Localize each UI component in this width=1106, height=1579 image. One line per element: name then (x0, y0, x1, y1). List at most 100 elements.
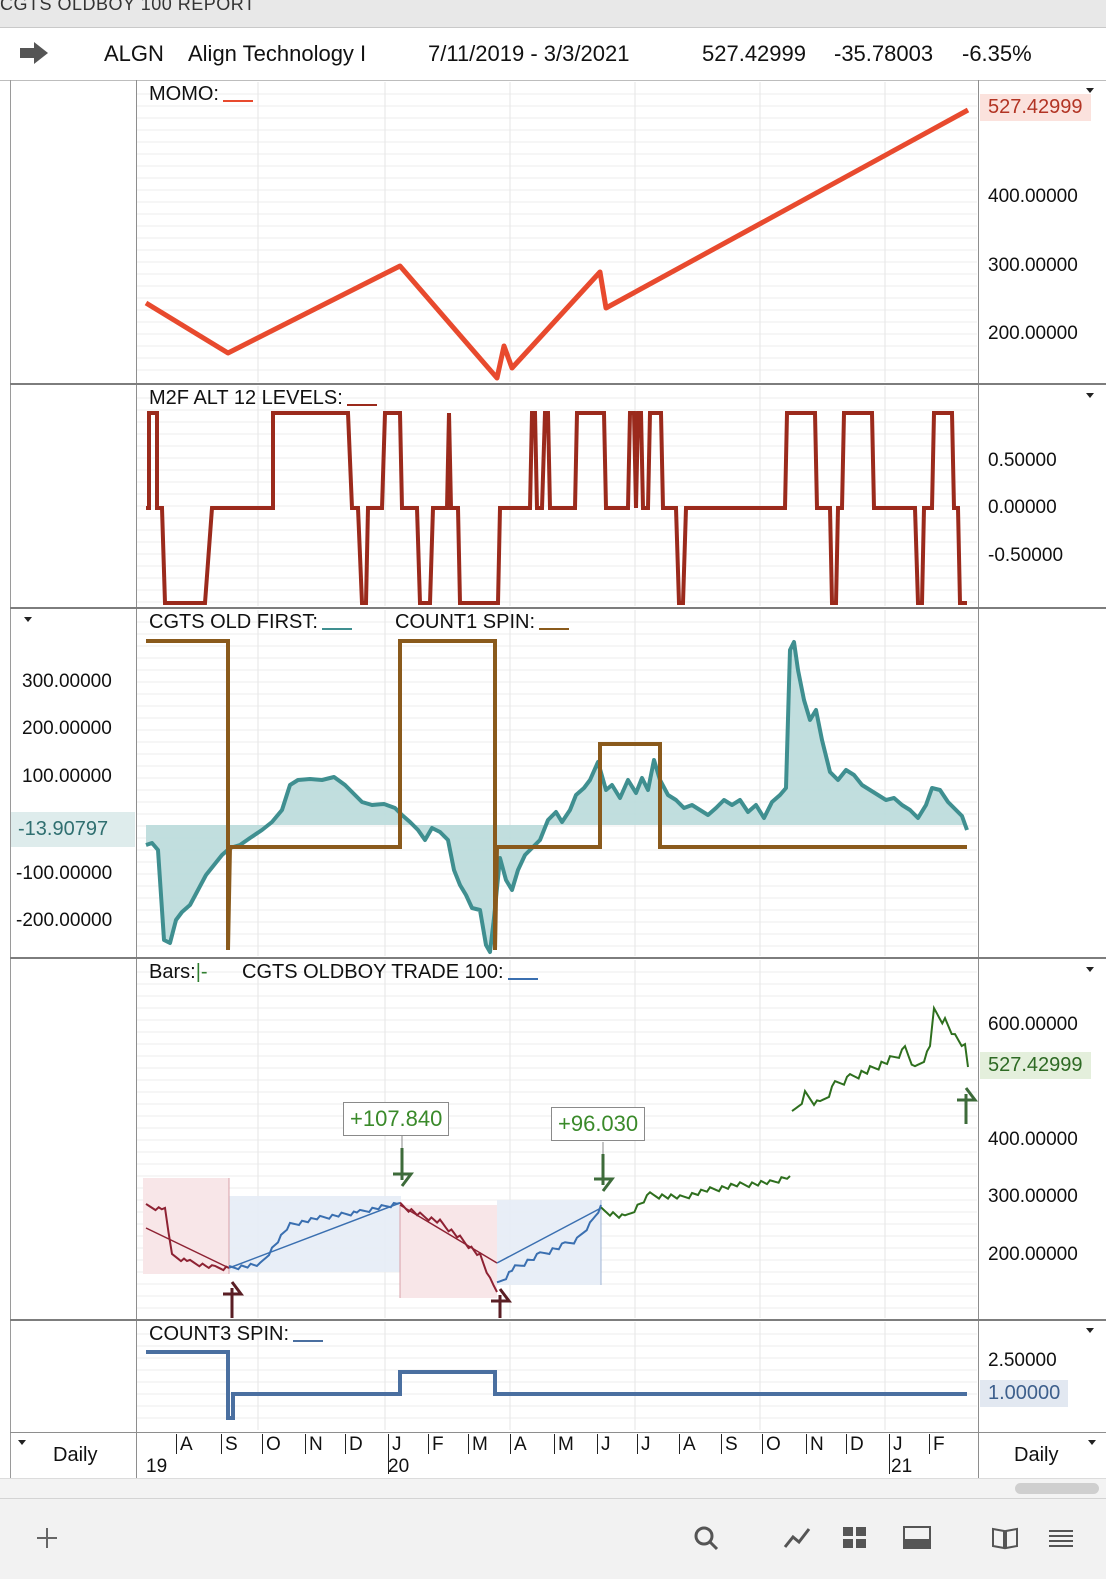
month-label: J (893, 1434, 903, 1455)
scrollbar-thumb[interactable] (1015, 1483, 1099, 1494)
month-tick (305, 1434, 306, 1454)
year-label: 21 (891, 1456, 913, 1477)
count3-axis-tick: 2.50000 (988, 1350, 1057, 1371)
month-tick (762, 1434, 763, 1454)
horizontal-scrollbar[interactable] (0, 1478, 1106, 1499)
count1-spin-label: COUNT1 SPIN: (395, 611, 570, 634)
m2f-legend-swatch (346, 404, 377, 406)
grid-icon[interactable] (840, 1525, 870, 1551)
arrow-right-icon[interactable] (18, 40, 52, 66)
price-current-value: 527.42999 (980, 1052, 1091, 1079)
chart-frame (10, 80, 1106, 1478)
month-label: F (432, 1434, 444, 1455)
price-bars-up (496, 1204, 602, 1284)
trade-trend-line (228, 1202, 401, 1269)
book-icon[interactable] (990, 1525, 1020, 1551)
month-label: A (180, 1434, 193, 1455)
trade-long-box (497, 1200, 601, 1285)
month-label: A (683, 1434, 696, 1455)
cgts-first-label: CGTS OLD FIRST: (149, 611, 352, 634)
count3-pane-menu-icon[interactable] (1086, 1328, 1094, 1333)
month-label: J (392, 1434, 402, 1455)
window-title: CGTS OLDBOY 100 REPORT (0, 0, 256, 14)
line-chart-icon[interactable] (782, 1525, 812, 1551)
month-tick (221, 1434, 222, 1454)
cgts-first-area (146, 642, 967, 952)
price-bars-green (600, 1175, 791, 1220)
period-selector-left[interactable]: Daily (53, 1444, 98, 1466)
momo-line (144, 107, 970, 381)
m2f-pane-menu-icon[interactable] (1086, 393, 1094, 398)
bars-label: Bars:|- (149, 961, 208, 983)
month-label: N (810, 1434, 824, 1455)
price-change-percent: -6.35% (962, 41, 1032, 66)
cgts-current-value: -13.90797 (11, 812, 135, 847)
month-tick (929, 1434, 930, 1454)
month-tick (679, 1434, 680, 1454)
pane-divider[interactable] (10, 383, 1106, 385)
month-label: J (601, 1434, 611, 1455)
last-price: 527.42999 (702, 41, 806, 66)
price-axis-tick: 600.00000 (988, 1014, 1078, 1035)
pane-divider[interactable] (10, 607, 1106, 609)
momo-pane-menu-icon[interactable] (1086, 88, 1094, 93)
month-tick (262, 1434, 263, 1454)
window-titlebar: CGTS OLDBOY 100 REPORT (0, 0, 1106, 28)
time-axis[interactable] (10, 1432, 1106, 1479)
momo-axis-tick: 300.00000 (988, 255, 1078, 276)
add-icon[interactable] (32, 1525, 62, 1551)
plot-left-border (136, 80, 137, 1478)
month-tick (721, 1434, 722, 1454)
symbol-ticker[interactable]: ALGN (104, 41, 164, 66)
period-menu-icon[interactable] (1088, 1440, 1096, 1445)
month-label: S (725, 1434, 738, 1455)
period-selector-right[interactable]: Daily (1014, 1444, 1059, 1466)
month-tick (806, 1434, 807, 1454)
list-icon[interactable] (1046, 1525, 1076, 1551)
month-tick (637, 1434, 638, 1454)
count3-current-value: 1.00000 (980, 1380, 1069, 1407)
price-axis-tick: 400.00000 (988, 1129, 1078, 1150)
period-menu-icon[interactable] (18, 1440, 26, 1445)
m2f-axis-tick: -0.50000 (988, 545, 1064, 566)
buy-arrow-icon (957, 1087, 978, 1102)
search-icon[interactable] (692, 1525, 722, 1551)
month-label: O (266, 1434, 281, 1455)
momo-pane-label: MOMO: (149, 83, 253, 106)
plot-right-border (978, 80, 979, 1478)
month-label: S (225, 1434, 238, 1455)
trade-gain-label: +96.030 (551, 1107, 646, 1141)
trade-short-box (400, 1205, 497, 1298)
date-range[interactable]: 7/11/2019 - 3/3/2021 (428, 41, 630, 66)
price-bars-green (791, 1004, 969, 1112)
m2f-level-line (146, 411, 967, 605)
month-tick (345, 1434, 346, 1454)
month-tick (176, 1434, 177, 1454)
price-change: -35.78003 (834, 41, 934, 66)
sell-arrow-icon (594, 1177, 615, 1192)
trade-trend-line (496, 1207, 602, 1264)
m2f-axis-tick: 0.50000 (988, 450, 1057, 471)
cgts-axis-tick: 100.00000 (22, 766, 112, 787)
bars-legend-glyph: |- (195, 961, 208, 983)
cgts-axis-tick: -100.00000 (16, 863, 113, 884)
price-bars-down (145, 1203, 230, 1272)
cgts-pane-menu-icon[interactable] (24, 617, 32, 622)
count3-spin-label: COUNT3 SPIN: (149, 1323, 324, 1346)
month-tick (510, 1434, 511, 1454)
month-label: O (766, 1434, 781, 1455)
pane-divider[interactable] (10, 1319, 1106, 1321)
pane-divider[interactable] (10, 957, 1106, 959)
m2f-axis-tick: 0.00000 (988, 497, 1057, 518)
month-tick (388, 1434, 389, 1474)
bottom-toolbar (0, 1498, 1106, 1579)
price-bars-up (228, 1201, 401, 1271)
price-axis-tick: 300.00000 (988, 1186, 1078, 1207)
oldboy-trade-legend-swatch (507, 978, 538, 980)
price-pane-menu-icon[interactable] (1086, 967, 1094, 972)
month-label: M (472, 1434, 488, 1455)
month-label: N (309, 1434, 323, 1455)
momo-current-value: 527.42999 (980, 94, 1091, 121)
panel-icon[interactable] (902, 1525, 932, 1551)
